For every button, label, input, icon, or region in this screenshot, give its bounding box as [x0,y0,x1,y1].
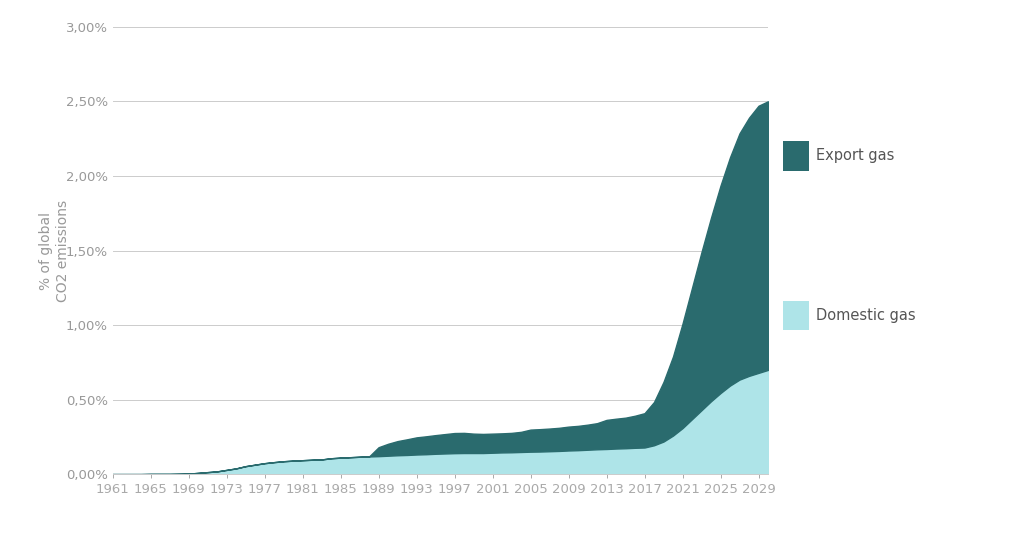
Text: Export gas: Export gas [816,148,895,163]
Y-axis label: % of global
CO2 emissions: % of global CO2 emissions [40,199,70,302]
Text: Domestic gas: Domestic gas [816,308,915,323]
